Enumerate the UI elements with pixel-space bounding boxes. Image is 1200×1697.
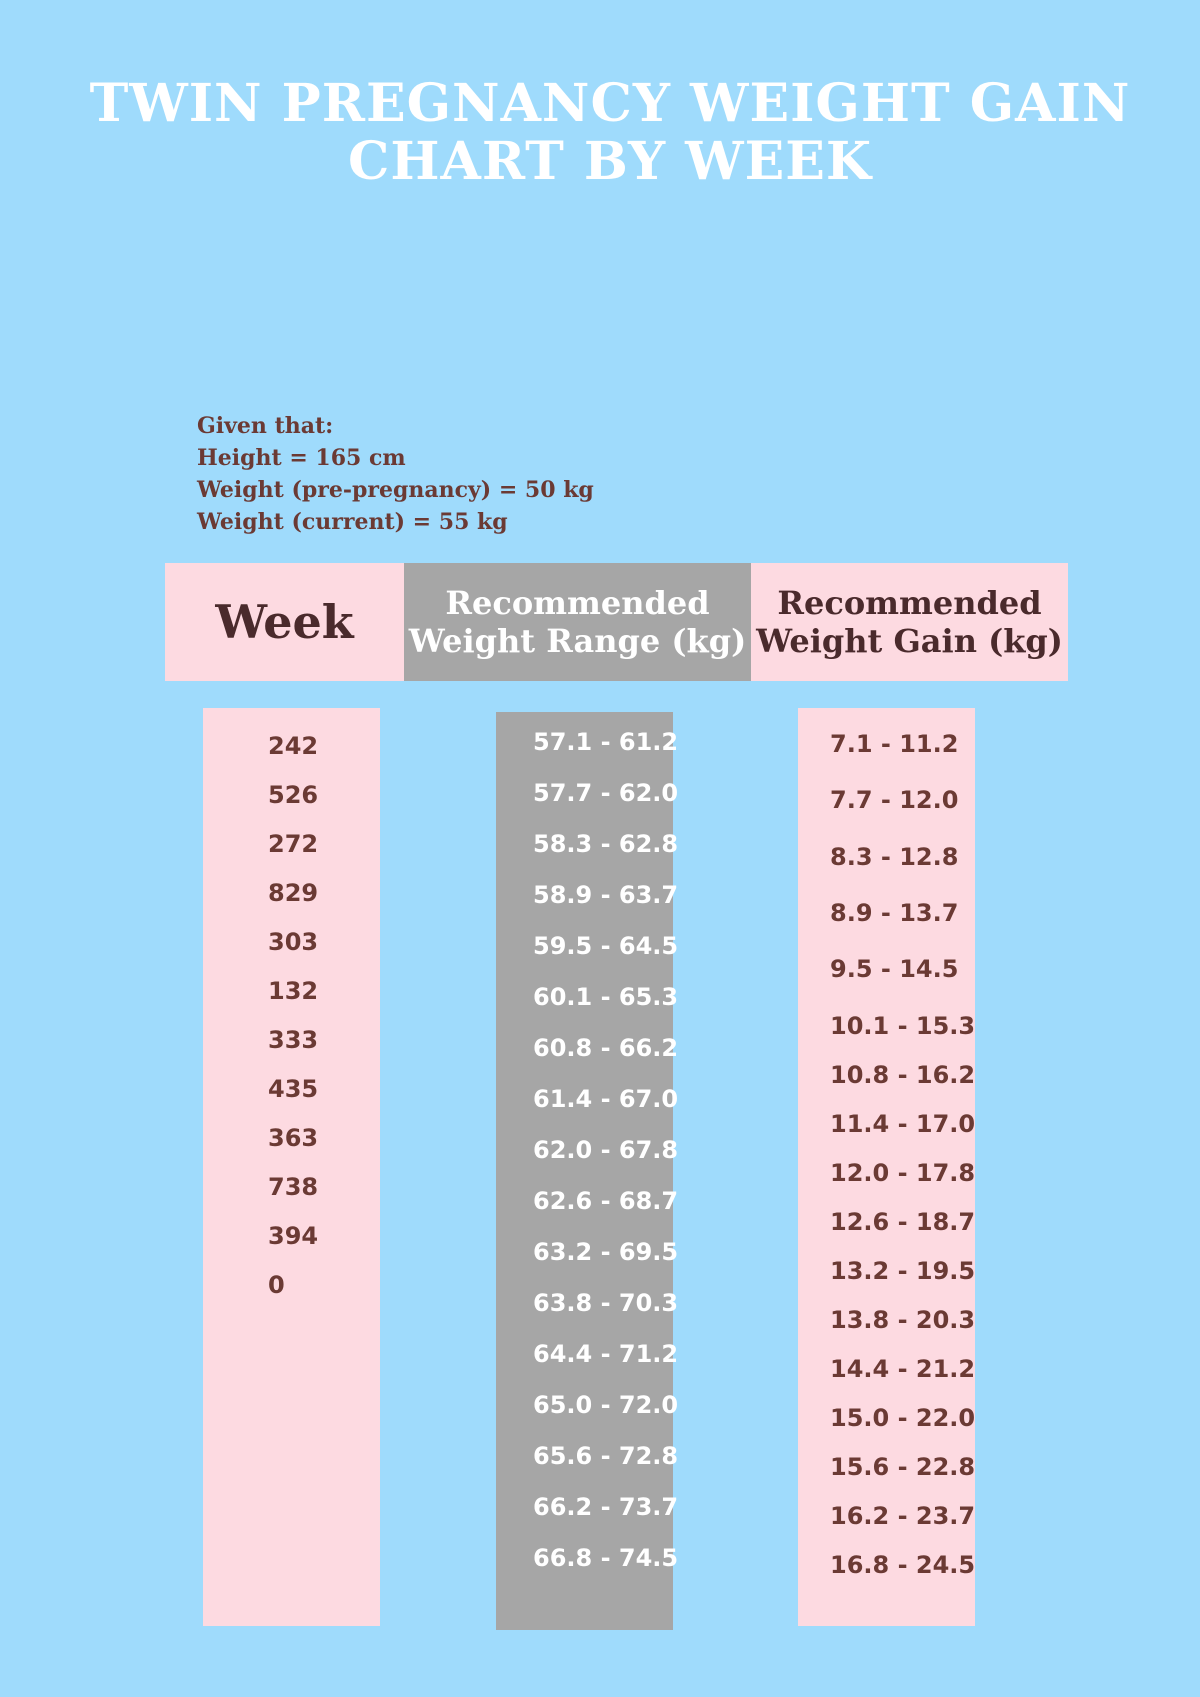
header-week: Week [165,563,404,681]
weight-gain-cell: 9.5 - 14.5 [830,955,959,983]
weight-range-cell: 61.4 - 67.0 [533,1085,679,1113]
weight-gain-cell: 7.1 - 11.2 [830,730,959,758]
weight-gain-column: 7.1 - 11.2 7.7 - 12.0 8.3 - 12.8 8.9 - 13.7… [798,708,975,1626]
header-week-label: Week [215,595,354,649]
week-cell: 0 [268,1271,285,1299]
week-cell: 829 [268,879,319,907]
weight-gain-cell: 14.4 - 21.2 [830,1355,976,1383]
weight-range-cell: 59.5 - 64.5 [533,932,679,960]
page-title: TWIN PREGNANCY WEIGHT GAIN CHART BY WEEK [89,73,1131,192]
weight-range-cell: 60.8 - 66.2 [533,1034,679,1062]
weight-range-cell: 66.8 - 74.5 [533,1544,679,1572]
weight-gain-cell: 16.2 - 23.7 [830,1502,976,1530]
week-cell: 363 [268,1124,319,1152]
weight-gain-cell: 10.8 - 16.2 [830,1061,976,1089]
week-cell: 435 [268,1075,319,1103]
weight-gain-cell: 7.7 - 12.0 [830,786,959,814]
weight-gain-cell: 10.1 - 15.3 [830,1012,976,1040]
week-cell: 132 [268,977,319,1005]
week-cell: 394 [268,1222,319,1250]
weight-range-cell: 62.0 - 67.8 [533,1136,679,1164]
weight-range-cell: 58.3 - 62.8 [533,830,679,858]
week-cell: 738 [268,1173,319,1201]
weight-range-cell: 63.8 - 70.3 [533,1289,679,1317]
header-gain-line1: Recommended [777,584,1042,622]
weight-range-cell: 64.4 - 71.2 [533,1340,679,1368]
week-cell: 333 [268,1026,319,1054]
week-cell: 272 [268,830,319,858]
weight-gain-cell: 15.6 - 22.8 [830,1453,976,1481]
weight-gain-cell: 12.6 - 18.7 [830,1208,976,1236]
week-column: 242 526 272 829 303 132 333 435 363 738 394 0 [203,708,380,1626]
week-cell: 526 [268,781,319,809]
weight-range-cell: 57.1 - 61.2 [533,728,679,756]
given-weight-current: Weight (current) = 55 kg [197,509,508,535]
header-range-line1: Recommended [445,584,710,622]
weight-range-cell: 60.1 - 65.3 [533,983,679,1011]
weight-gain-cell: 11.4 - 17.0 [830,1110,976,1138]
weight-range-cell: 57.7 - 62.0 [533,779,679,807]
weight-gain-cell: 16.8 - 24.5 [830,1551,976,1579]
week-cell: 303 [268,928,319,956]
weight-range-cell: 66.2 - 73.7 [533,1493,679,1521]
weight-range-cell: 65.6 - 72.8 [533,1442,679,1470]
weight-range-column: 57.1 - 61.2 57.7 - 62.0 58.3 - 62.8 58.9 - … [496,712,678,1630]
weight-range-cell: 62.6 - 68.7 [533,1187,679,1215]
weight-gain-cell: 13.2 - 19.5 [830,1257,976,1285]
week-cell: 242 [268,732,319,760]
weight-gain-cell: 8.3 - 12.8 [830,843,959,871]
given-info: Given that: Height = 165 cm Weight (pre-… [197,410,594,538]
header-weight-range: Recommended Weight Range (kg) [404,563,751,681]
weight-gain-cell: 13.8 - 20.3 [830,1306,976,1334]
header-gain-line2: Weight Gain (kg) [756,622,1063,660]
weight-gain-cell: 12.0 - 17.8 [830,1159,976,1187]
weight-range-cell: 58.9 - 63.7 [533,881,679,909]
given-intro: Given that: [197,413,334,439]
given-weight-pre: Weight (pre-pregnancy) = 50 kg [197,477,594,503]
weight-range-cell: 63.2 - 69.5 [533,1238,679,1266]
header-weight-gain: Recommended Weight Gain (kg) [751,563,1068,681]
header-range-line2: Weight Range (kg) [408,622,747,660]
given-height: Height = 165 cm [197,445,406,471]
weight-gain-cell: 8.9 - 13.7 [830,899,959,927]
weight-gain-cell: 15.0 - 22.0 [830,1404,976,1432]
weight-range-cell: 65.0 - 72.0 [533,1391,679,1419]
